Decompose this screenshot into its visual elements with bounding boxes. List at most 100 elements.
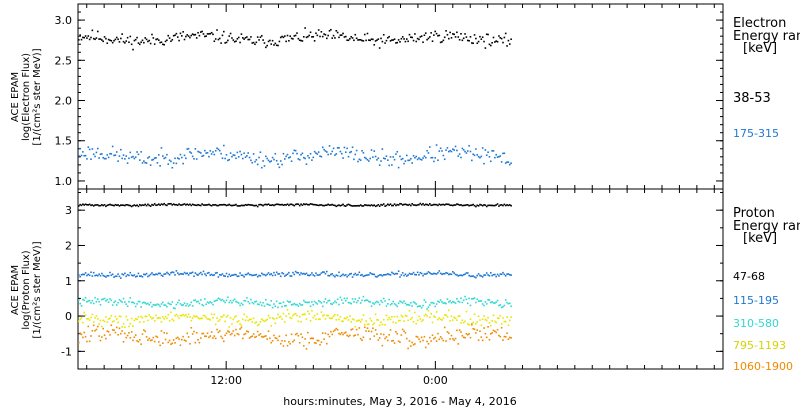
data-point <box>125 203 128 206</box>
data-point <box>275 203 278 206</box>
data-point <box>438 301 441 303</box>
data-point <box>271 156 274 159</box>
data-point <box>456 329 458 332</box>
data-point <box>145 303 148 305</box>
data-point <box>465 272 468 274</box>
data-point <box>297 334 300 337</box>
data-point <box>191 333 194 335</box>
data-point <box>180 273 183 275</box>
data-point <box>327 153 329 156</box>
data-point <box>480 155 483 158</box>
data-point <box>332 330 335 333</box>
data-point <box>240 153 243 156</box>
data-point <box>326 151 328 153</box>
data-point <box>171 301 174 303</box>
data-point <box>363 33 366 36</box>
data-point <box>237 205 240 207</box>
data-point <box>256 36 259 38</box>
data-point <box>244 332 247 335</box>
data-point <box>259 36 262 39</box>
data-point <box>259 151 262 153</box>
data-point <box>313 275 316 277</box>
data-point <box>235 328 237 331</box>
data-point <box>320 272 323 274</box>
data-point <box>488 322 491 324</box>
data-point <box>499 273 502 275</box>
data-point <box>278 203 281 206</box>
data-point <box>86 340 88 343</box>
data-point <box>334 313 336 316</box>
data-point <box>362 205 365 207</box>
data-point <box>105 205 107 208</box>
data-point <box>195 273 198 276</box>
data-point <box>91 313 94 316</box>
data-point <box>324 204 327 207</box>
data-point <box>273 303 275 305</box>
data-point <box>374 155 377 158</box>
data-point <box>149 164 152 166</box>
data-point <box>137 205 140 208</box>
data-point <box>422 304 424 307</box>
data-point <box>363 204 366 206</box>
data-point <box>338 204 340 206</box>
data-point <box>156 204 159 206</box>
data-point <box>174 342 176 344</box>
data-point <box>347 203 350 206</box>
data-point <box>362 152 365 154</box>
data-point <box>465 298 468 301</box>
data-point <box>128 274 130 277</box>
data-point <box>189 36 191 39</box>
data-point <box>494 204 496 207</box>
data-point <box>368 204 370 207</box>
data-point <box>302 299 305 302</box>
data-point <box>145 315 148 318</box>
data-point <box>357 160 359 163</box>
data-point <box>354 204 357 207</box>
data-point <box>412 301 415 303</box>
data-point <box>456 31 458 34</box>
data-point <box>510 38 512 41</box>
data-point <box>240 302 243 305</box>
data-point <box>305 318 308 320</box>
data-point <box>461 204 464 207</box>
data-point <box>122 154 125 156</box>
data-point <box>410 157 412 160</box>
data-point <box>144 302 147 304</box>
data-point <box>498 317 500 320</box>
data-point <box>248 38 251 41</box>
data-point <box>187 35 190 37</box>
data-point <box>157 154 160 156</box>
data-point <box>83 36 86 39</box>
data-point <box>99 153 102 156</box>
data-point <box>205 152 207 154</box>
data-point <box>134 204 137 207</box>
data-point <box>414 311 416 314</box>
data-point <box>382 33 385 36</box>
data-point <box>423 299 426 301</box>
data-point <box>319 204 321 206</box>
data-point <box>327 333 329 336</box>
data-point <box>336 328 339 331</box>
data-point <box>481 318 484 321</box>
data-point <box>278 166 281 169</box>
data-point <box>137 316 140 318</box>
data-point <box>372 156 374 158</box>
data-point <box>468 324 470 326</box>
data-point <box>220 299 222 302</box>
data-point <box>454 337 457 340</box>
data-point <box>412 271 415 274</box>
data-point <box>87 317 90 320</box>
data-point <box>151 339 153 341</box>
data-point <box>83 273 86 276</box>
data-point <box>86 158 88 160</box>
data-point <box>332 302 335 304</box>
data-point <box>134 305 137 308</box>
data-point <box>420 203 423 206</box>
data-point <box>214 38 217 40</box>
data-point <box>361 299 363 302</box>
data-point <box>185 304 187 307</box>
data-point <box>138 321 141 323</box>
data-point <box>344 151 347 154</box>
data-point <box>447 37 450 40</box>
data-point <box>366 323 369 326</box>
